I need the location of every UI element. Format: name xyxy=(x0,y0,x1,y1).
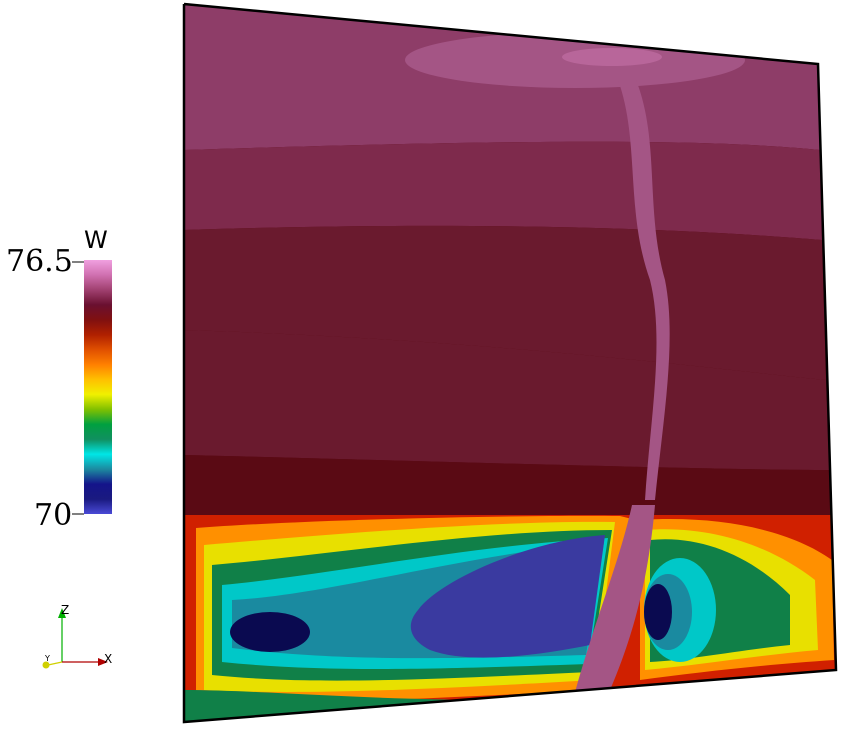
left-vortex-core xyxy=(230,612,310,652)
colorbar-ramp xyxy=(84,260,112,514)
top-plume-core xyxy=(562,48,662,66)
panel-outline xyxy=(182,2,838,724)
contour-plot xyxy=(184,4,836,722)
band-upper xyxy=(184,141,822,240)
y-axis-marker xyxy=(42,661,50,669)
y-axis-line xyxy=(47,661,63,666)
descending-plume xyxy=(575,505,655,692)
colorbar-min-label: 70 xyxy=(34,498,73,533)
orientation-axes xyxy=(42,608,108,669)
y-axis-label: Y xyxy=(45,654,50,663)
rising-plume xyxy=(618,80,670,500)
z-axis-arrowhead xyxy=(58,608,66,618)
left-cell-deep-blue xyxy=(410,535,605,658)
x-axis-arrowhead xyxy=(98,658,108,666)
right-vortex-core xyxy=(644,584,672,640)
colorbar-max-label: 76.5 xyxy=(6,244,73,279)
colorbar xyxy=(72,260,112,515)
z-axis-label: Z xyxy=(61,603,70,617)
x-axis-label: X xyxy=(104,652,113,666)
colorbar-title: W xyxy=(84,226,108,254)
band-bottom-maroon xyxy=(184,455,832,515)
